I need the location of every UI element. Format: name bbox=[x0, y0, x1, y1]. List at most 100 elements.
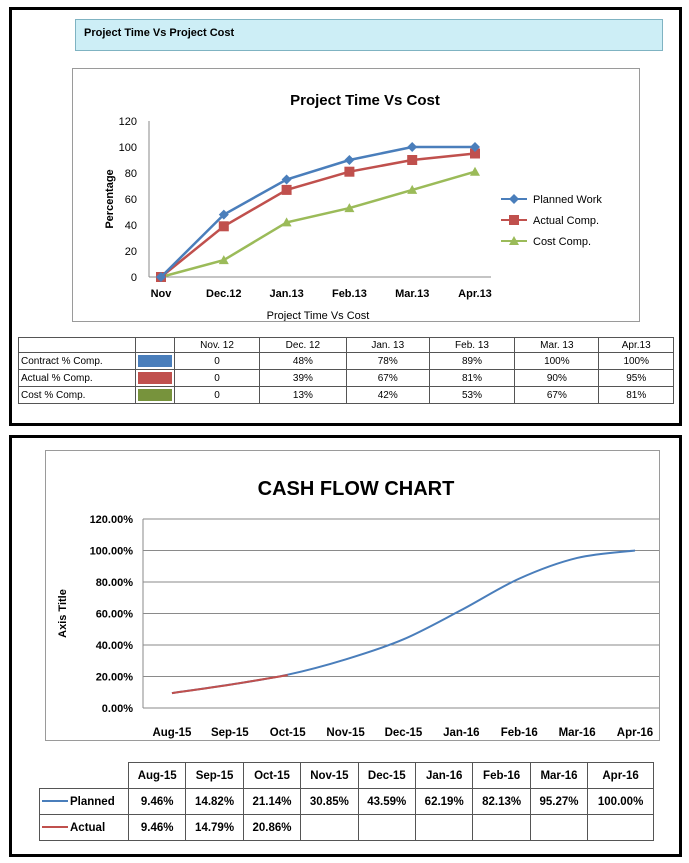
legend-label: Actual bbox=[70, 821, 106, 834]
data-point bbox=[470, 142, 480, 152]
column-header: Apr.13 bbox=[598, 337, 674, 353]
data-point bbox=[281, 174, 292, 185]
table-cell: 82.13% bbox=[472, 788, 531, 815]
legend-line bbox=[42, 826, 68, 829]
y-axis-title: Percentage bbox=[104, 169, 116, 228]
project-time-cost-panel: Project Time Vs Project Cost Project Tim… bbox=[9, 7, 682, 426]
table-cell: 81% bbox=[598, 386, 674, 404]
table-header-row: Nov. 12 Dec. 12 Jan. 13 Feb. 13 Mar. 13 Apr.1… bbox=[18, 337, 674, 353]
data-point bbox=[407, 155, 418, 165]
x-tick-label: Aug-15 bbox=[152, 727, 192, 739]
table-cell bbox=[414, 814, 474, 841]
chart-area-frame: CASH FLOW CHART 0.00% 20.00% 40.00% 60.00% 80… bbox=[45, 450, 663, 741]
table-row: Contract % Comp. 0 48% 78% 89% 100% 100% bbox=[18, 352, 674, 370]
data-point bbox=[344, 166, 355, 177]
panel-header: Project Time Vs Project Cost bbox=[75, 19, 663, 51]
table-cell bbox=[357, 814, 416, 841]
table-cell: 81% bbox=[428, 369, 516, 387]
column-header: Mar. 13 bbox=[514, 337, 600, 353]
row-label: Contract % Comp. bbox=[18, 352, 136, 370]
x-tick-label: Jan-16 bbox=[443, 727, 479, 739]
y-tick-label: 100.00% bbox=[90, 546, 134, 558]
table-cell: 9.46% bbox=[127, 814, 187, 841]
color-swatch bbox=[138, 389, 172, 401]
table-cell: 95% bbox=[598, 369, 674, 387]
y-tick-label: 0.00% bbox=[102, 703, 133, 715]
x-tick-label: Feb-16 bbox=[501, 727, 538, 739]
x-tick-label: Nov bbox=[151, 288, 173, 300]
x-tick-label: Jan.13 bbox=[269, 288, 303, 300]
column-header: Dec-15 bbox=[357, 762, 416, 789]
data-point bbox=[470, 148, 480, 159]
column-header: Apr-16 bbox=[587, 762, 654, 789]
table-cell: 0 bbox=[173, 369, 261, 387]
x-tick-label: Apr.13 bbox=[458, 288, 492, 300]
column-header: Jan. 13 bbox=[345, 337, 430, 353]
table-cell: 67% bbox=[514, 386, 600, 404]
legend-cell: Actual bbox=[39, 814, 129, 841]
completion-data-table: Nov. 12 Dec. 12 Jan. 13 Feb. 13 Mar. 13 Apr.1… bbox=[18, 337, 674, 404]
table-cell: 48% bbox=[259, 352, 347, 370]
row-label: Cost % Comp. bbox=[18, 386, 136, 404]
column-header: Aug-15 bbox=[127, 762, 187, 789]
table-cell: 43.59% bbox=[357, 788, 416, 815]
table-cell: 0 bbox=[173, 386, 261, 404]
y-tick-label: 40.00% bbox=[96, 640, 134, 652]
column-header: Nov. 12 bbox=[173, 337, 261, 353]
legend-cell: Planned bbox=[39, 788, 129, 815]
y-tick-label: 60 bbox=[125, 194, 137, 206]
column-header: Nov-15 bbox=[300, 762, 359, 789]
table-cell: 95.27% bbox=[529, 788, 589, 815]
series-planned-work bbox=[156, 142, 480, 282]
chart-title: CASH FLOW CHART bbox=[258, 478, 455, 500]
color-swatch-cell bbox=[135, 352, 175, 370]
table-cell: 14.79% bbox=[185, 814, 244, 841]
table-cell bbox=[472, 814, 531, 841]
table-cell: 21.14% bbox=[242, 788, 302, 815]
y-tick-label: 120 bbox=[119, 116, 137, 128]
data-point bbox=[509, 215, 519, 225]
column-header: Feb. 13 bbox=[428, 337, 516, 353]
table-cell: 42% bbox=[345, 386, 430, 404]
series-line bbox=[160, 152, 476, 278]
column-header: Sep-15 bbox=[185, 762, 244, 789]
cash-flow-data-table: Aug-15 Sep-15 Oct-15 Nov-15 Dec-15 Jan-16 Feb-… bbox=[39, 762, 654, 841]
chart-area-frame: Project Time Vs Cost 0 20 40 60 80 100 120 Nov De… bbox=[72, 68, 640, 322]
color-swatch-cell bbox=[135, 386, 175, 404]
data-point bbox=[407, 142, 418, 152]
table-cell: 53% bbox=[428, 386, 516, 404]
data-point bbox=[407, 184, 418, 194]
header-blank-cell bbox=[135, 337, 175, 353]
legend-label: Planned Work bbox=[533, 194, 602, 206]
x-tick-label: Nov-15 bbox=[326, 727, 365, 739]
y-tick-label: 120.00% bbox=[90, 514, 134, 526]
column-header: Oct-15 bbox=[242, 762, 302, 789]
y-tick-label: 20.00% bbox=[96, 672, 134, 684]
legend-label: Planned bbox=[70, 795, 115, 808]
legend-label: Cost Comp. bbox=[533, 236, 591, 248]
color-swatch bbox=[138, 372, 172, 384]
table-header-row: Aug-15 Sep-15 Oct-15 Nov-15 Dec-15 Jan-16 Feb-… bbox=[40, 762, 654, 789]
data-point bbox=[281, 184, 292, 195]
table-cell: 90% bbox=[514, 369, 600, 387]
legend-entry: Actual Comp. bbox=[501, 215, 599, 227]
data-point bbox=[218, 255, 229, 265]
table-cell: 20.86% bbox=[242, 814, 302, 841]
legend-label: Actual Comp. bbox=[533, 215, 599, 227]
y-axis-title: Axis Title bbox=[57, 589, 69, 638]
legend-entry: Cost Comp. bbox=[501, 236, 591, 248]
table-cell: 100.00% bbox=[587, 788, 654, 815]
series-line-planned bbox=[171, 549, 636, 695]
table-cell: 62.19% bbox=[414, 788, 474, 815]
data-point bbox=[470, 166, 480, 176]
x-tick-label: Mar.13 bbox=[395, 288, 429, 300]
data-point bbox=[218, 209, 229, 220]
table-row: Actual % Comp. 0 39% 67% 81% 90% 95% bbox=[18, 369, 674, 387]
data-point bbox=[218, 221, 229, 232]
table-cell: 13% bbox=[259, 386, 347, 404]
table-cell bbox=[529, 814, 589, 841]
y-tick-label: 100 bbox=[119, 142, 137, 154]
project-time-cost-chart: Project Time Vs Cost 0 20 40 60 80 100 120 Nov De… bbox=[104, 92, 602, 322]
table-cell: 30.85% bbox=[300, 788, 359, 815]
x-tick-label: Oct-15 bbox=[270, 727, 306, 739]
